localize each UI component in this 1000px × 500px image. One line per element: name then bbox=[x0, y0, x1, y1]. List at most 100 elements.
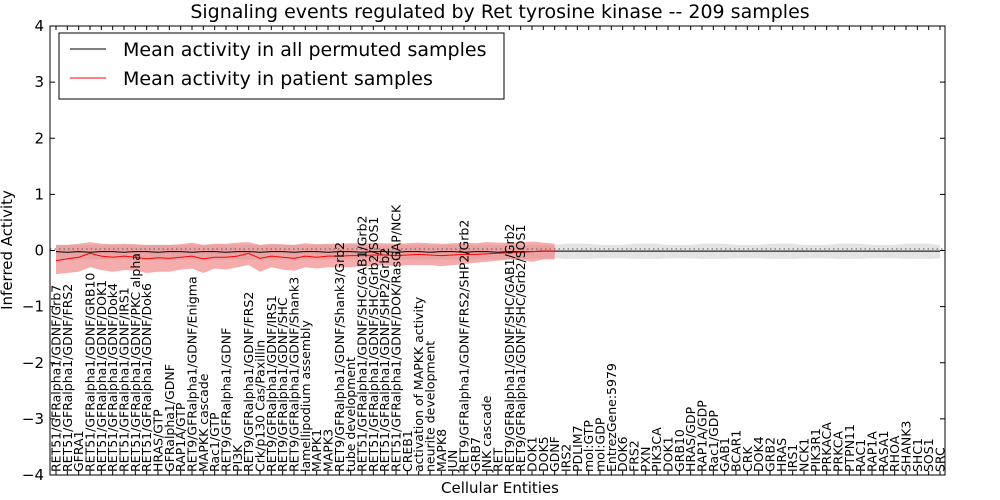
x-tick-label: DOK6 bbox=[615, 436, 630, 472]
x-tick-label: Rac1/GDP bbox=[706, 410, 721, 472]
x-tick-label: RET9/GFRalpha1/GDNF/Enigma bbox=[185, 276, 200, 472]
x-tick-label: RAP1A/GDP bbox=[695, 400, 710, 472]
x-tick-label: HRAS bbox=[774, 438, 789, 472]
x-tick-label: RET bbox=[491, 447, 506, 472]
x-tick-label: DOK1 bbox=[661, 436, 676, 472]
x-tick-label: RET9/GFRalpha1/GDNF/Shank3/Grb2 bbox=[332, 242, 347, 472]
x-tick-label: RET9/GFRalpha1/GDNF/SHC/Grb2/SOS1 bbox=[513, 225, 528, 472]
x-tick-label: GRB7 bbox=[468, 437, 483, 472]
x-tick-label: tube development bbox=[343, 357, 358, 472]
x-tick-label: RET9/GFRalpha1/GDNF/FRS2 bbox=[241, 292, 256, 472]
x-tick-label: MAPK3 bbox=[321, 429, 336, 472]
x-tick-label: RET51/GFRalpha1/GDNF/DOK/RasGAP/NCK bbox=[389, 204, 404, 472]
patient-band-layer bbox=[56, 241, 555, 275]
x-tick-label: mol:GTP bbox=[581, 420, 596, 472]
x-tick-label: RET51/GFRalpha1/GDNF/SHP2/Grb2 bbox=[377, 248, 392, 472]
x-tick-label: RET51/GFRalpha1/GDNF/DOK1 bbox=[94, 280, 109, 472]
permuted-mean-line bbox=[55, 250, 940, 253]
y-tick-label: −3 bbox=[22, 410, 44, 428]
x-tick-label: PIK3CA bbox=[649, 427, 664, 472]
x-tick-label: GAB1 bbox=[717, 437, 732, 472]
x-tick-label: HRAS/GTP bbox=[151, 409, 166, 472]
x-tick-label: mol:GDP bbox=[593, 417, 608, 472]
x-tick-label: RET9/GFRalpha1/GDNF/Shank3 bbox=[287, 277, 302, 472]
x-axis-label: Cellular Entities bbox=[441, 479, 559, 497]
x-tick-label: SHC1 bbox=[910, 438, 925, 472]
y-tick-label: −2 bbox=[22, 354, 44, 372]
y-tick-label: 3 bbox=[34, 73, 44, 91]
x-tick-label: RHOA bbox=[887, 435, 902, 472]
x-tick-label: JNK cascade bbox=[479, 395, 494, 473]
x-tick-label: GDNF bbox=[547, 436, 562, 472]
x-tick-label: RET9/GFRalpha1/GDNF/IRS1 bbox=[264, 295, 279, 472]
patient-mean-line bbox=[55, 250, 555, 262]
y-tick-label: −1 bbox=[22, 298, 44, 316]
x-tick-label: SOS1 bbox=[921, 438, 936, 472]
x-tick-label: NCK1 bbox=[797, 438, 812, 472]
x-tick-label: RAP1A bbox=[865, 431, 880, 472]
legend-box bbox=[58, 32, 505, 100]
x-tick-label: Crk/p130 Cas/Paxillin bbox=[253, 340, 268, 472]
y-axis-label: Inferred Activity bbox=[0, 190, 16, 310]
x-tick-label: RET51/GFRalpha1/GDNF/Grb7 bbox=[49, 285, 64, 472]
x-tick-label: RET51/GFRalpha1/GDNF/GRB10 bbox=[83, 273, 98, 472]
chart-title: Signaling events regulated by Ret tyrosi… bbox=[190, 1, 809, 23]
x-tick-label: RET9/GFRalpha1/GDNF/FRS2/SHP2/Grb2 bbox=[457, 220, 472, 472]
x-tick-label: Rac1/GTP bbox=[207, 412, 222, 472]
x-tick-label: CREB1 bbox=[400, 430, 415, 472]
x-tick-label: EntrezGene:5979 bbox=[604, 363, 619, 472]
x-tick-label: DOK4 bbox=[751, 436, 766, 472]
plot-frame bbox=[49, 25, 946, 476]
x-tick-label: PRKCA bbox=[831, 431, 846, 472]
x-tick-label: GFRA1 bbox=[71, 430, 86, 472]
x-tick-label: RET51/GFRalpha1/GDNF/Dok4 bbox=[105, 283, 120, 472]
x-tick-label: IRS1 bbox=[785, 444, 800, 472]
x-tick-label: RET51/GFRalpha1/GDNF/FRS2 bbox=[60, 284, 75, 472]
x-tick-label: PRKACA bbox=[819, 422, 834, 472]
x-tick-label: RET51/GFRalpha1/GDNF/SHC/GAB1/Grb2 bbox=[355, 216, 370, 472]
legend: Mean activity in all permuted samples Me… bbox=[58, 32, 505, 100]
x-tick-label: GRB10 bbox=[672, 429, 687, 472]
x-tick-label: RET9/GFRalpha1/GDNF/SHC/GAB1/Grb2 bbox=[502, 223, 517, 472]
x-tick-label: RET9/GFRalpha1/GDNF/SHC bbox=[275, 297, 290, 472]
x-tick-label: RET51/GFRalpha1/GDNF/IRS1 bbox=[117, 287, 132, 472]
x-tick-label: RET51/GFRalpha1/GDNF/PKC alpha bbox=[128, 253, 143, 472]
x-tick-label: IRS2 bbox=[559, 444, 574, 472]
plot-area: RET51/GFRalpha1/GDNF/Grb7RET51/GFRalpha1… bbox=[22, 17, 948, 484]
x-tick-label: lamellipodium assembly bbox=[298, 320, 313, 472]
x-tick-label: MAPKK cascade bbox=[196, 373, 211, 472]
x-tick-label: neurite development bbox=[423, 341, 438, 472]
x-tick-label: RASA1 bbox=[876, 431, 891, 472]
x-tick-label: SHANK3 bbox=[899, 421, 914, 472]
x-tick-label: HRAS/GDP bbox=[683, 406, 698, 472]
x-tick-label: GFRalpha1/GDNF bbox=[162, 364, 177, 472]
x-tick-label: JUN bbox=[445, 450, 460, 473]
x-tick-label: activation of MAPKK activity bbox=[411, 296, 426, 472]
x-tick-label: MAPK8 bbox=[434, 429, 449, 472]
x-tick-label: PIK3R1 bbox=[808, 428, 823, 472]
x-tick-label: CRK bbox=[740, 446, 755, 472]
x-tick-layer: RET51/GFRalpha1/GDNF/Grb7RET51/GFRalpha1… bbox=[49, 26, 948, 475]
y-tick-label: 0 bbox=[34, 242, 44, 260]
x-tick-label: RET51/GFRalpha1/GDNF/SHC/Grb2/SOS1 bbox=[366, 217, 381, 472]
x-tick-label: GRB2 bbox=[763, 437, 778, 472]
x-tick-label: RET51/GFRalpha1/GDNF/Dok6 bbox=[139, 283, 154, 472]
y-tick-layer: −4 −3 −2 −1 0 1 2 3 4 bbox=[22, 17, 945, 484]
x-tick-label: PTPN11 bbox=[842, 424, 857, 472]
x-tick-label: RAC1 bbox=[853, 439, 868, 472]
legend-label-patient: Mean activity in patient samples bbox=[123, 68, 433, 90]
x-tick-label: FRS2 bbox=[627, 440, 642, 472]
y-tick-label: 1 bbox=[34, 185, 44, 203]
patient-confidence-band bbox=[56, 241, 555, 275]
x-tick-label: PXN bbox=[638, 447, 653, 472]
x-tick-label: PDLIM7 bbox=[570, 425, 585, 472]
series-line-layer bbox=[55, 250, 940, 262]
x-tick-label: SRC bbox=[933, 447, 948, 472]
x-tick-label: DOK5 bbox=[536, 436, 551, 472]
legend-label-permuted: Mean activity in all permuted samples bbox=[123, 39, 486, 61]
x-tick-label: PI3K bbox=[230, 444, 245, 472]
x-tick-label: MAPK1 bbox=[309, 429, 324, 472]
y-tick-label: 4 bbox=[34, 17, 44, 35]
y-tick-label: 2 bbox=[34, 129, 44, 147]
